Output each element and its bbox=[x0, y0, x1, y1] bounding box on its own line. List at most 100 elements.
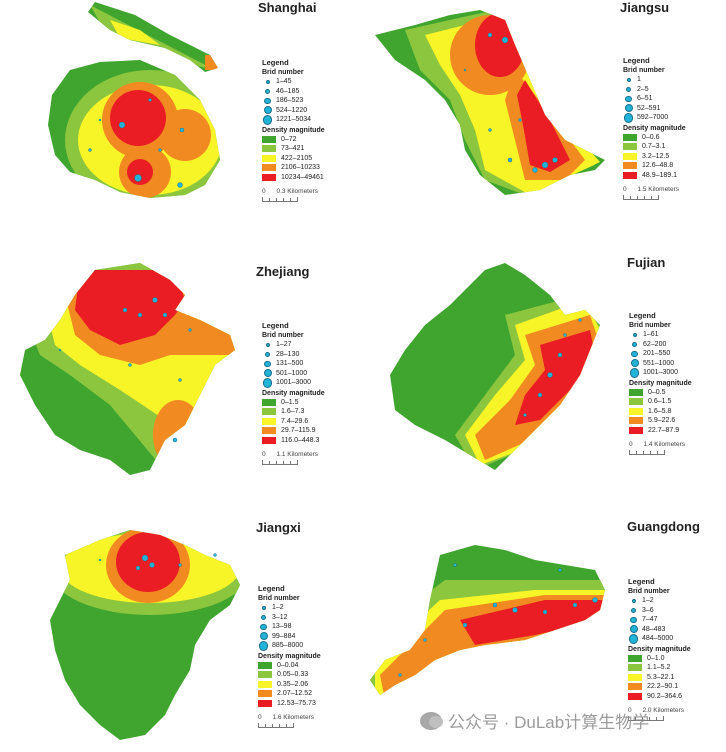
map-guangdong bbox=[370, 545, 605, 695]
legend: Legend Brid number 1–2 3–6 7–47 48–483 4… bbox=[628, 577, 691, 721]
watermark: 公众号 · DuLab计算生物学 bbox=[420, 708, 649, 733]
bird-number-title: Brid number bbox=[262, 69, 304, 76]
scale-bar: 0 0.3 Kilometers bbox=[262, 187, 325, 202]
bird-item: 2–5 bbox=[623, 85, 686, 95]
density-title: Density magnitude bbox=[628, 645, 691, 653]
density-title: Density magnitude bbox=[258, 652, 321, 660]
density-item: 0–0.6 bbox=[623, 133, 686, 143]
bird-item: 1–27 bbox=[262, 340, 325, 350]
bird-item: 62–200 bbox=[629, 340, 692, 350]
panel-guangdong: Guangdong Legend Brid number 1–2 3–6 7–4… bbox=[365, 510, 726, 752]
density-item: 5.9–22.6 bbox=[629, 416, 692, 426]
map-shanghai bbox=[48, 2, 220, 198]
density-item: 29.7–115.9 bbox=[262, 426, 325, 436]
bird-number-title: Brid number bbox=[628, 588, 670, 595]
bird-item: 3–6 bbox=[628, 606, 691, 616]
legend-heading: Legend bbox=[262, 321, 289, 330]
density-item: 48.9–189.1 bbox=[623, 171, 686, 181]
bird-item: 7–47 bbox=[628, 615, 691, 625]
bird-item: 885–8000 bbox=[258, 641, 321, 651]
bird-item: 46–185 bbox=[262, 87, 325, 97]
bird-item: 524–1220 bbox=[262, 106, 325, 116]
panel-jiangxi: Jiangxi Legend Brid number 1–2 3–12 13–9… bbox=[0, 510, 360, 752]
scale-bar: 0 1.1 Kilometers bbox=[262, 450, 325, 465]
density-title: Density magnitude bbox=[623, 124, 686, 132]
density-item: 2.07–12.52 bbox=[258, 689, 321, 699]
density-item: 0.35–2.06 bbox=[258, 680, 321, 690]
panel-shanghai: Shanghai Legend Brid number 1–45 46–185 … bbox=[0, 0, 360, 245]
bird-item: 52–591 bbox=[623, 104, 686, 114]
density-item: 0.6–1.5 bbox=[629, 397, 692, 407]
bird-item: 592–7000 bbox=[623, 113, 686, 123]
watermark-text: 公众号 · DuLab计算生物学 bbox=[448, 713, 650, 732]
bird-number-title: Brid number bbox=[258, 595, 300, 602]
bird-item: 99–884 bbox=[258, 632, 321, 642]
density-item: 3.2–12.5 bbox=[623, 152, 686, 162]
density-item: 0–1.0 bbox=[628, 654, 691, 664]
bird-item: 13–98 bbox=[258, 622, 321, 632]
density-item: 0–72 bbox=[262, 135, 325, 145]
density-item: 22.2–90.1 bbox=[628, 682, 691, 692]
legend: Legend Brid number 1 2–5 6–51 52–591 592… bbox=[623, 56, 686, 200]
panel-title: Zhejiang bbox=[256, 264, 310, 279]
panel-zhejiang: Zhejiang Legend Brid number 1–27 28–130 … bbox=[0, 255, 360, 495]
panel-title: Fujian bbox=[627, 255, 666, 270]
density-item: 22.7–87.9 bbox=[629, 426, 692, 436]
density-item: 0.7–3.1 bbox=[623, 142, 686, 152]
legend-heading: Legend bbox=[629, 311, 656, 320]
panel-title: Shanghai bbox=[258, 0, 317, 15]
panel-title: Jiangxi bbox=[256, 520, 301, 535]
density-item: 0–1.5 bbox=[262, 398, 325, 408]
bird-item: 201–550 bbox=[629, 349, 692, 359]
density-title: Density magnitude bbox=[629, 379, 692, 387]
bird-item: 131–500 bbox=[262, 359, 325, 369]
legend: Legend Brid number 1–45 46–185 186–523 5… bbox=[262, 58, 325, 202]
bird-item: 1–2 bbox=[258, 603, 321, 613]
bird-item: 1 bbox=[623, 75, 686, 85]
scale-bar: 0 2.0 Kilometers bbox=[628, 706, 691, 721]
map-zhejiang bbox=[20, 263, 235, 475]
legend: Legend Brid number 1–2 3–12 13–98 99–884… bbox=[258, 584, 321, 728]
map-jiangxi bbox=[50, 530, 240, 740]
density-item: 0–0.5 bbox=[629, 388, 692, 398]
density-item: 1.6–7.3 bbox=[262, 407, 325, 417]
bird-item: 1001–3000 bbox=[262, 378, 325, 388]
map-jiangsu bbox=[375, 10, 605, 195]
bird-item: 186–523 bbox=[262, 96, 325, 106]
density-item: 90.2–364.6 bbox=[628, 692, 691, 702]
panel-title: Jiangsu bbox=[620, 0, 670, 15]
density-item: 73–421 bbox=[262, 144, 325, 154]
bird-item: 1–45 bbox=[262, 77, 325, 87]
scale-bar: 0 1.6 Kilometers bbox=[258, 713, 321, 728]
density-item: 116.0–448.3 bbox=[262, 436, 325, 446]
density-item: 12.53–75.73 bbox=[258, 699, 321, 709]
density-title: Density magnitude bbox=[262, 126, 325, 134]
density-item: 0–0.04 bbox=[258, 661, 321, 671]
legend-heading: Legend bbox=[262, 58, 289, 67]
legend-heading: Legend bbox=[623, 56, 650, 65]
density-item: 12.6–48.8 bbox=[623, 161, 686, 171]
bird-item: 1–61 bbox=[629, 330, 692, 340]
density-item: 422–2105 bbox=[262, 154, 325, 164]
panel-jiangsu: Jiangsu Legend Brid number 1 2–5 6–51 52… bbox=[365, 0, 726, 245]
scale-bar: 0 1.4 Kilometers bbox=[629, 440, 692, 455]
density-item: 1.1–5.2 bbox=[628, 663, 691, 673]
bird-item: 551–1000 bbox=[629, 359, 692, 369]
bird-item: 48–483 bbox=[628, 625, 691, 635]
density-item: 5.3–22.1 bbox=[628, 673, 691, 683]
density-title: Density magnitude bbox=[262, 389, 325, 397]
bird-item: 1001–3000 bbox=[629, 368, 692, 378]
bird-item: 484–5000 bbox=[628, 634, 691, 644]
bird-item: 1–2 bbox=[628, 596, 691, 606]
bird-item: 3–12 bbox=[258, 613, 321, 623]
legend: Legend Brid number 1–61 62–200 201–550 5… bbox=[629, 311, 692, 455]
density-item: 1.6–5.8 bbox=[629, 407, 692, 417]
density-item: 10234–49461 bbox=[262, 173, 325, 183]
legend-heading: Legend bbox=[258, 584, 285, 593]
density-item: 0.05–0.33 bbox=[258, 670, 321, 680]
panel-title: Guangdong bbox=[627, 519, 700, 534]
bird-number-title: Brid number bbox=[262, 332, 304, 339]
bird-item: 1221–5034 bbox=[262, 115, 325, 125]
density-item: 7.4–29.6 bbox=[262, 417, 325, 427]
wechat-icon bbox=[420, 711, 443, 730]
